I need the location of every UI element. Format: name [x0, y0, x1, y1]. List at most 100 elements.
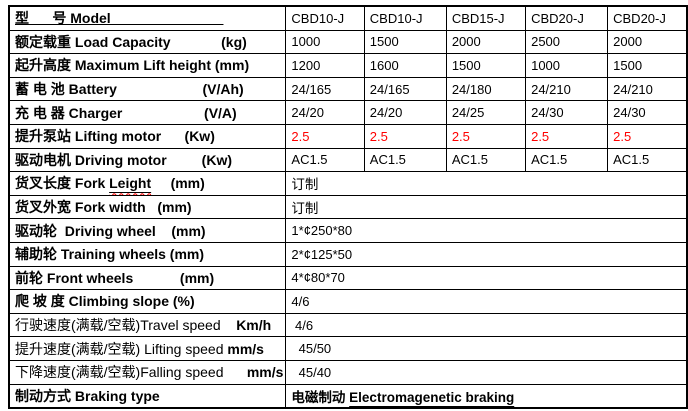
cell-load-capacity-col5: 2000	[607, 29, 688, 55]
row-label-driving-wheel: 驱动轮 Driving wheel (mm)	[8, 218, 287, 243]
spellcheck-squiggle: Electromagenetic braking	[349, 390, 514, 405]
row-label-travel-speed: 行驶速度(满载/空载)Travel speed Km/h	[8, 312, 287, 338]
row-label-lift-height: 起升高度 Maximum Lift height (mm)	[8, 53, 287, 78]
misspelled-text: Leight	[109, 175, 152, 192]
cell-lifting-motor-col3: 2.5	[445, 123, 527, 149]
row-label-driving-motor: 驱动电机 Driving motor (Kw)	[8, 147, 287, 173]
row-value-fork-width: 订制	[285, 194, 688, 220]
cell-lift-height-col1: 1200	[285, 53, 365, 78]
spec-row-load-capacity: 额定载重 Load Capacity (kg) 1000 1500 2000 2500 2…	[8, 29, 688, 55]
row-value-driving-wheel: 1*¢250*80	[285, 218, 688, 243]
row-label-climbing-slope: 爬 坡 度 Climbing slope (%)	[8, 289, 287, 314]
text-segment: 充 电 器 Charger (V/A)	[15, 104, 237, 121]
spec-row-lifting-motor: 提升泵站 Lifting motor (Kw) 2.5 2.5 2.5 2.5 2.5	[8, 123, 688, 149]
text-segment: 下降速度(满载/空载)Falling speed	[15, 364, 247, 381]
text-segment: 型 号 Model	[15, 10, 224, 27]
cell-model-col2: CBD10-J	[363, 5, 447, 31]
row-label-load-capacity: 额定载重 Load Capacity (kg)	[8, 29, 287, 55]
text-segment: 辅助轮 Training wheels (mm)	[15, 246, 205, 263]
cell-lifting-motor-col2: 2.5	[363, 123, 447, 149]
cell-charger-col4: 24/30	[525, 100, 609, 125]
text-segment: 蓄 电 池 Battery (V/Ah)	[15, 81, 244, 98]
cell-driving-motor-col1: AC1.5	[285, 147, 365, 173]
row-label-braking-type: 制动方式 Braking type	[8, 383, 287, 409]
cell-model-col4: CBD20-J	[525, 5, 609, 31]
cell-load-capacity-col2: 1500	[363, 29, 447, 55]
row-label-training-wheels: 辅助轮 Training wheels (mm)	[8, 241, 287, 267]
text-segment: mm/s	[227, 340, 264, 357]
cell-lift-height-col5: 1500	[607, 53, 688, 78]
text-segment: 驱动轮 Driving wheel (mm)	[15, 222, 206, 239]
cell-load-capacity-col4: 2500	[525, 29, 609, 55]
text-segment: 提升泵站 Lifting motor (Kw)	[15, 128, 215, 145]
text-segment: 爬 坡 度 Climbing slope (%)	[15, 293, 195, 310]
row-label-fork-width: 货叉外宽 Fork width (mm)	[8, 194, 287, 220]
cell-driving-motor-col4: AC1.5	[525, 147, 609, 173]
cell-battery-col5: 24/210	[607, 76, 688, 102]
spec-row-battery: 蓄 电 池 Battery (V/Ah) 24/165 24/165 24/180 24…	[8, 76, 688, 102]
spec-row-driving-motor: 驱动电机 Driving motor (Kw) AC1.5 AC1.5 AC1.5 AC…	[8, 147, 688, 173]
cell-load-capacity-col3: 2000	[445, 29, 527, 55]
cell-charger-col1: 24/20	[285, 100, 365, 125]
spec-row-lift-height: 起升高度 Maximum Lift height (mm) 1200 1600 150…	[8, 53, 688, 78]
cell-charger-col5: 24/30	[607, 100, 688, 125]
row-label-fork-length: 货叉长度 Fork Leight (mm)	[8, 171, 287, 196]
row-label-falling-speed: 下降速度(满载/空载)Falling speed mm/s	[8, 359, 287, 385]
row-value-braking-type: 电磁制动 Electromagenetic braking	[285, 383, 688, 409]
spec-row-falling-speed: 下降速度(满载/空载)Falling speed mm/s 45/40	[8, 359, 688, 385]
cell-driving-motor-col3: AC1.5	[445, 147, 527, 173]
row-label-battery: 蓄 电 池 Battery (V/Ah)	[8, 76, 287, 102]
row-value-lifting-speed: 45/50	[285, 336, 688, 361]
text-segment: 驱动电机 Driving motor (Kw)	[15, 151, 232, 168]
cell-charger-col3: 24/25	[445, 100, 527, 125]
row-value-climbing-slope: 4/6	[285, 289, 688, 314]
row-label-model: 型 号 Model	[8, 5, 287, 31]
row-label-charger: 充 电 器 Charger (V/A)	[8, 100, 287, 125]
text-segment: mm/s	[246, 364, 284, 381]
spec-row-charger: 充 电 器 Charger (V/A) 24/20 24/20 24/25 24/30 2…	[8, 100, 688, 125]
cell-lift-height-col2: 1600	[363, 53, 447, 78]
cell-lifting-motor-col1: 2.5	[285, 123, 365, 149]
text-segment: 电磁制动	[291, 389, 350, 405]
spec-row-braking-type: 制动方式 Braking type 电磁制动 Electromagenetic b…	[8, 383, 688, 409]
row-label-front-wheels: 前轮 Front wheels (mm)	[8, 265, 287, 291]
cell-lifting-motor-col4: 2.5	[525, 123, 609, 149]
spec-row-lifting-speed: 提升速度(满载/空载) Lifting speed mm/s 45/50	[8, 336, 688, 361]
text-segment: Km/h	[236, 317, 272, 334]
cell-battery-col1: 24/165	[285, 76, 365, 102]
spec-row-travel-speed: 行驶速度(满载/空载)Travel speed Km/h 4/6	[8, 312, 688, 338]
spec-row-fork-length: 货叉长度 Fork Leight (mm) 订制	[8, 171, 688, 196]
cell-charger-col2: 24/20	[363, 100, 447, 125]
spec-row-driving-wheel: 驱动轮 Driving wheel (mm) 1*¢250*80	[8, 218, 688, 243]
text-segment: 货叉外宽 Fork width (mm)	[15, 199, 192, 216]
spec-row-fork-width: 货叉外宽 Fork width (mm) 订制	[8, 194, 688, 220]
forklift-spec-table: 型 号 Model CBD10-J CBD10-J CBD15-J CBD20-J CB…	[8, 5, 688, 410]
cell-driving-motor-col5: AC1.5	[607, 147, 688, 173]
spec-row-training-wheels: 辅助轮 Training wheels (mm) 2*¢125*50	[8, 241, 688, 267]
row-value-training-wheels: 2*¢125*50	[285, 241, 688, 267]
cell-lifting-motor-col5: 2.5	[607, 123, 688, 149]
spellcheck-squiggle: Leight	[109, 175, 151, 191]
text-segment: 前轮 Front wheels (mm)	[15, 269, 215, 286]
cell-model-col5: CBD20-J	[607, 5, 688, 31]
cell-battery-col2: 24/165	[363, 76, 447, 102]
row-value-front-wheels: 4*¢80*70	[285, 265, 688, 291]
cell-lift-height-col3: 1500	[445, 53, 527, 78]
spec-row-front-wheels: 前轮 Front wheels (mm) 4*¢80*70	[8, 265, 688, 291]
cell-battery-col4: 24/210	[525, 76, 609, 102]
text-segment: 提升速度(满载/空载) Lifting speed	[15, 340, 228, 357]
text-segment: 制动方式 Braking type	[15, 387, 160, 404]
text-segment: 额定载重 Load Capacity (kg)	[15, 33, 247, 50]
cell-driving-motor-col2: AC1.5	[363, 147, 447, 173]
cell-lift-height-col4: 1000	[525, 53, 609, 78]
cell-model-col1: CBD10-J	[285, 5, 365, 31]
cell-model-col3: CBD15-J	[445, 5, 527, 31]
row-label-lifting-motor: 提升泵站 Lifting motor (Kw)	[8, 123, 287, 149]
spec-row-climbing-slope: 爬 坡 度 Climbing slope (%) 4/6	[8, 289, 688, 314]
text-segment: 行驶速度(满载/空载)Travel speed	[15, 317, 237, 334]
row-value-travel-speed: 4/6	[285, 312, 688, 338]
row-value-falling-speed: 45/40	[285, 359, 688, 385]
spec-table-body: 型 号 Model CBD10-J CBD10-J CBD15-J CBD20-J CB…	[8, 5, 688, 409]
text-segment: (mm)	[151, 175, 205, 192]
